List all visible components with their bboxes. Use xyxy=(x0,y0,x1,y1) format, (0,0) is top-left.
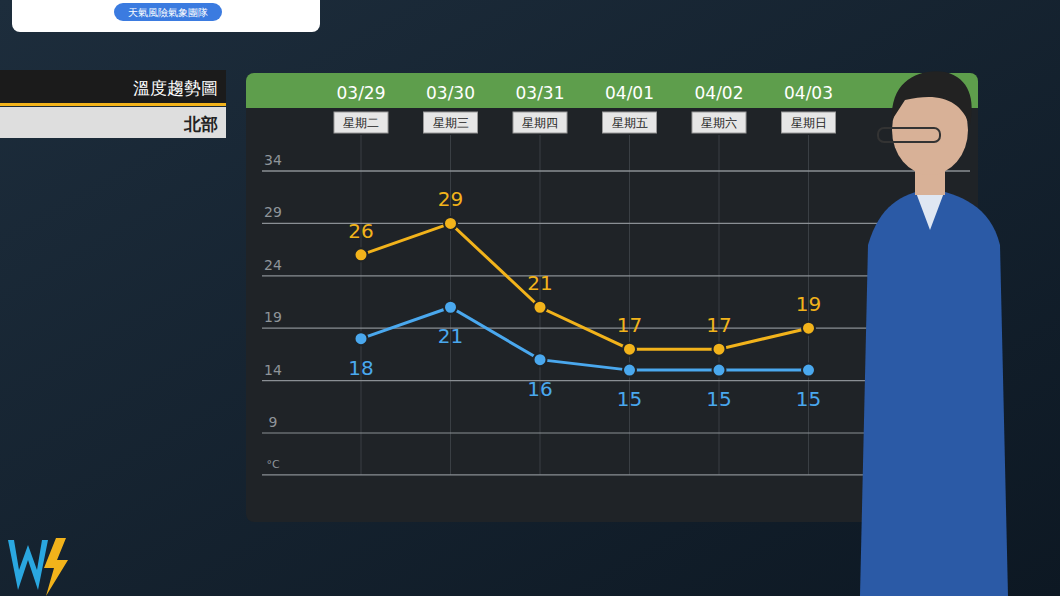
title-underline xyxy=(0,103,226,106)
presenter-shirt xyxy=(915,190,945,230)
panel-header xyxy=(246,73,978,108)
weekday-label: 星期四 xyxy=(522,116,558,130)
title: 溫度趨勢圖 xyxy=(133,78,218,98)
brand: 天氣風險氣象團隊 xyxy=(128,7,208,18)
point xyxy=(713,364,726,377)
brand-box xyxy=(12,0,320,32)
weekday-box xyxy=(603,112,657,133)
x-tick-label: 03/31 xyxy=(516,83,565,103)
x-tick-label: 03/30 xyxy=(426,83,475,103)
weekday-label: 星期五 xyxy=(612,116,648,130)
grid-line xyxy=(262,170,970,171)
data-label: 26 xyxy=(348,219,373,243)
data-label: 15 xyxy=(796,387,821,411)
y-tick-label: 14 xyxy=(264,362,282,378)
weekday-box xyxy=(424,112,478,133)
y-tick-label: 24 xyxy=(264,257,282,273)
point xyxy=(623,343,636,356)
point xyxy=(802,322,815,335)
weekday-box xyxy=(334,112,388,133)
weekday-label: 星期三 xyxy=(433,116,469,130)
point xyxy=(355,248,368,261)
x-tick-label: 04/02 xyxy=(695,83,744,103)
point xyxy=(534,301,547,314)
y-tick-label: 34 xyxy=(264,152,282,168)
point xyxy=(534,353,547,366)
point xyxy=(713,343,726,356)
subtitle-box xyxy=(0,107,226,138)
point xyxy=(444,301,457,314)
data-label: 18 xyxy=(348,356,373,380)
series-line xyxy=(361,307,809,370)
column-line xyxy=(361,135,362,475)
logo-w xyxy=(8,540,48,590)
logo-bolt xyxy=(44,538,68,596)
weekday-box xyxy=(692,112,746,133)
weekday-label: 星期六 xyxy=(701,116,737,130)
y-tick-label: 19 xyxy=(264,309,282,325)
axis-line xyxy=(262,170,970,171)
weekday-box xyxy=(782,112,836,133)
column-line xyxy=(629,135,630,475)
data-label: 21 xyxy=(527,271,552,295)
weekday-label: 星期二 xyxy=(343,116,379,130)
x-tick-label: 04/03 xyxy=(784,83,833,103)
y-tick-label: 9 xyxy=(269,414,278,430)
data-label: 19 xyxy=(796,292,821,316)
series-line xyxy=(361,223,809,349)
presenter-suit xyxy=(860,188,1008,596)
presenter-glasses xyxy=(878,128,940,142)
x-tick-label: 03/29 xyxy=(337,83,386,103)
weekday-label: 星期日 xyxy=(791,116,827,130)
y-tick-label: 29 xyxy=(264,204,282,220)
presenter xyxy=(860,71,1008,596)
column-line xyxy=(719,135,720,475)
subtitle: 北部 xyxy=(183,114,218,134)
point xyxy=(444,217,457,230)
canvas: 天氣風險氣象團隊溫度趨勢圖北部 03/29 星期二 03/30 星期三 03/31 星期四 0… xyxy=(0,0,1060,596)
x-tick-label: 04/01 xyxy=(605,83,654,103)
data-label: 15 xyxy=(706,387,731,411)
data-label: 29 xyxy=(438,187,463,211)
data-label: 17 xyxy=(617,313,642,337)
background xyxy=(0,0,1060,596)
weekday-box xyxy=(513,112,567,133)
grid-line xyxy=(262,380,970,381)
data-label: 16 xyxy=(527,377,552,401)
title-box xyxy=(0,70,226,103)
point xyxy=(802,364,815,377)
brand-pill xyxy=(114,3,222,21)
data-label: 21 xyxy=(438,324,463,348)
grid-line xyxy=(262,275,970,276)
point xyxy=(355,332,368,345)
presenter-hair xyxy=(892,71,972,125)
logo xyxy=(8,538,68,596)
plot-marks xyxy=(355,217,816,377)
data-label: 15 xyxy=(617,387,642,411)
point xyxy=(623,364,636,377)
data-label: 17 xyxy=(706,313,731,337)
y-axis-title: °C xyxy=(266,458,280,471)
